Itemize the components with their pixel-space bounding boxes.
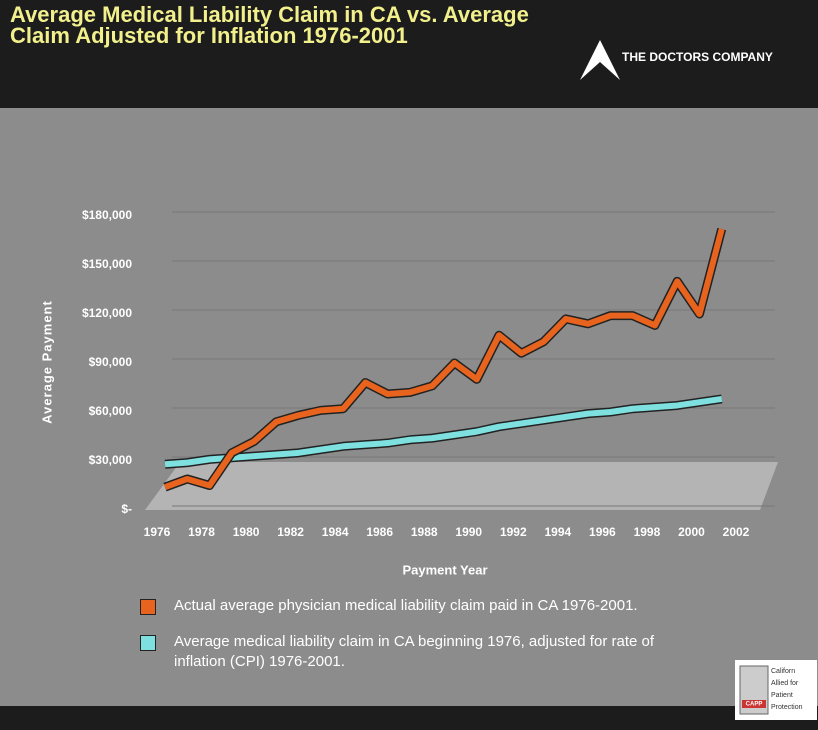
y-tick-label: $- (121, 502, 132, 516)
badge-text: Patient (771, 692, 793, 699)
x-tick-label: 1980 (233, 525, 260, 539)
y-tick-label: $180,000 (82, 208, 132, 222)
y-tick-label: $60,000 (89, 404, 133, 418)
legend-label: Actual average physician medical liabili… (174, 597, 638, 614)
series-line (164, 395, 723, 468)
x-tick-label: 1998 (634, 525, 661, 539)
x-tick-label: 1988 (411, 525, 438, 539)
x-tick-label: 1978 (188, 525, 215, 539)
logo-mark (580, 40, 620, 80)
x-tick-label: 1990 (455, 525, 482, 539)
y-axis-label: Average Payment (39, 300, 54, 424)
x-tick-label: 2002 (723, 525, 750, 539)
title: Average Medical Liability Claim in CA vs… (10, 2, 529, 48)
x-tick-label: 1982 (277, 525, 304, 539)
badge-name: CAPP (746, 702, 763, 708)
badge-text: Protection (771, 704, 803, 711)
x-tick-label: 1984 (322, 525, 349, 539)
header-band (0, 0, 818, 108)
logo-text: THE DOCTORS COMPANY (622, 50, 773, 64)
y-tick-label: $120,000 (82, 306, 132, 320)
y-tick-label: $150,000 (82, 257, 132, 271)
x-axis-label: Payment Year (402, 562, 487, 577)
x-tick-label: 1996 (589, 525, 616, 539)
x-tick-label: 1986 (366, 525, 393, 539)
footer-band (0, 706, 818, 730)
legend-label: Average medical liability claim in CA be… (174, 633, 654, 670)
legend-swatch (140, 599, 156, 615)
y-tick-label: $30,000 (89, 453, 133, 467)
legend-swatch (140, 635, 156, 651)
x-tick-label: 1976 (144, 525, 171, 539)
badge-text: Allied for (771, 680, 799, 687)
series-outline (163, 227, 727, 492)
x-tick-label: 1994 (544, 525, 571, 539)
badge-bar (742, 700, 766, 708)
series-line (163, 228, 725, 490)
badge-text: Californ (771, 668, 795, 675)
y-tick-label: $90,000 (89, 355, 133, 369)
floor (145, 462, 778, 510)
x-tick-label: 2000 (678, 525, 705, 539)
x-tick-label: 1992 (500, 525, 527, 539)
